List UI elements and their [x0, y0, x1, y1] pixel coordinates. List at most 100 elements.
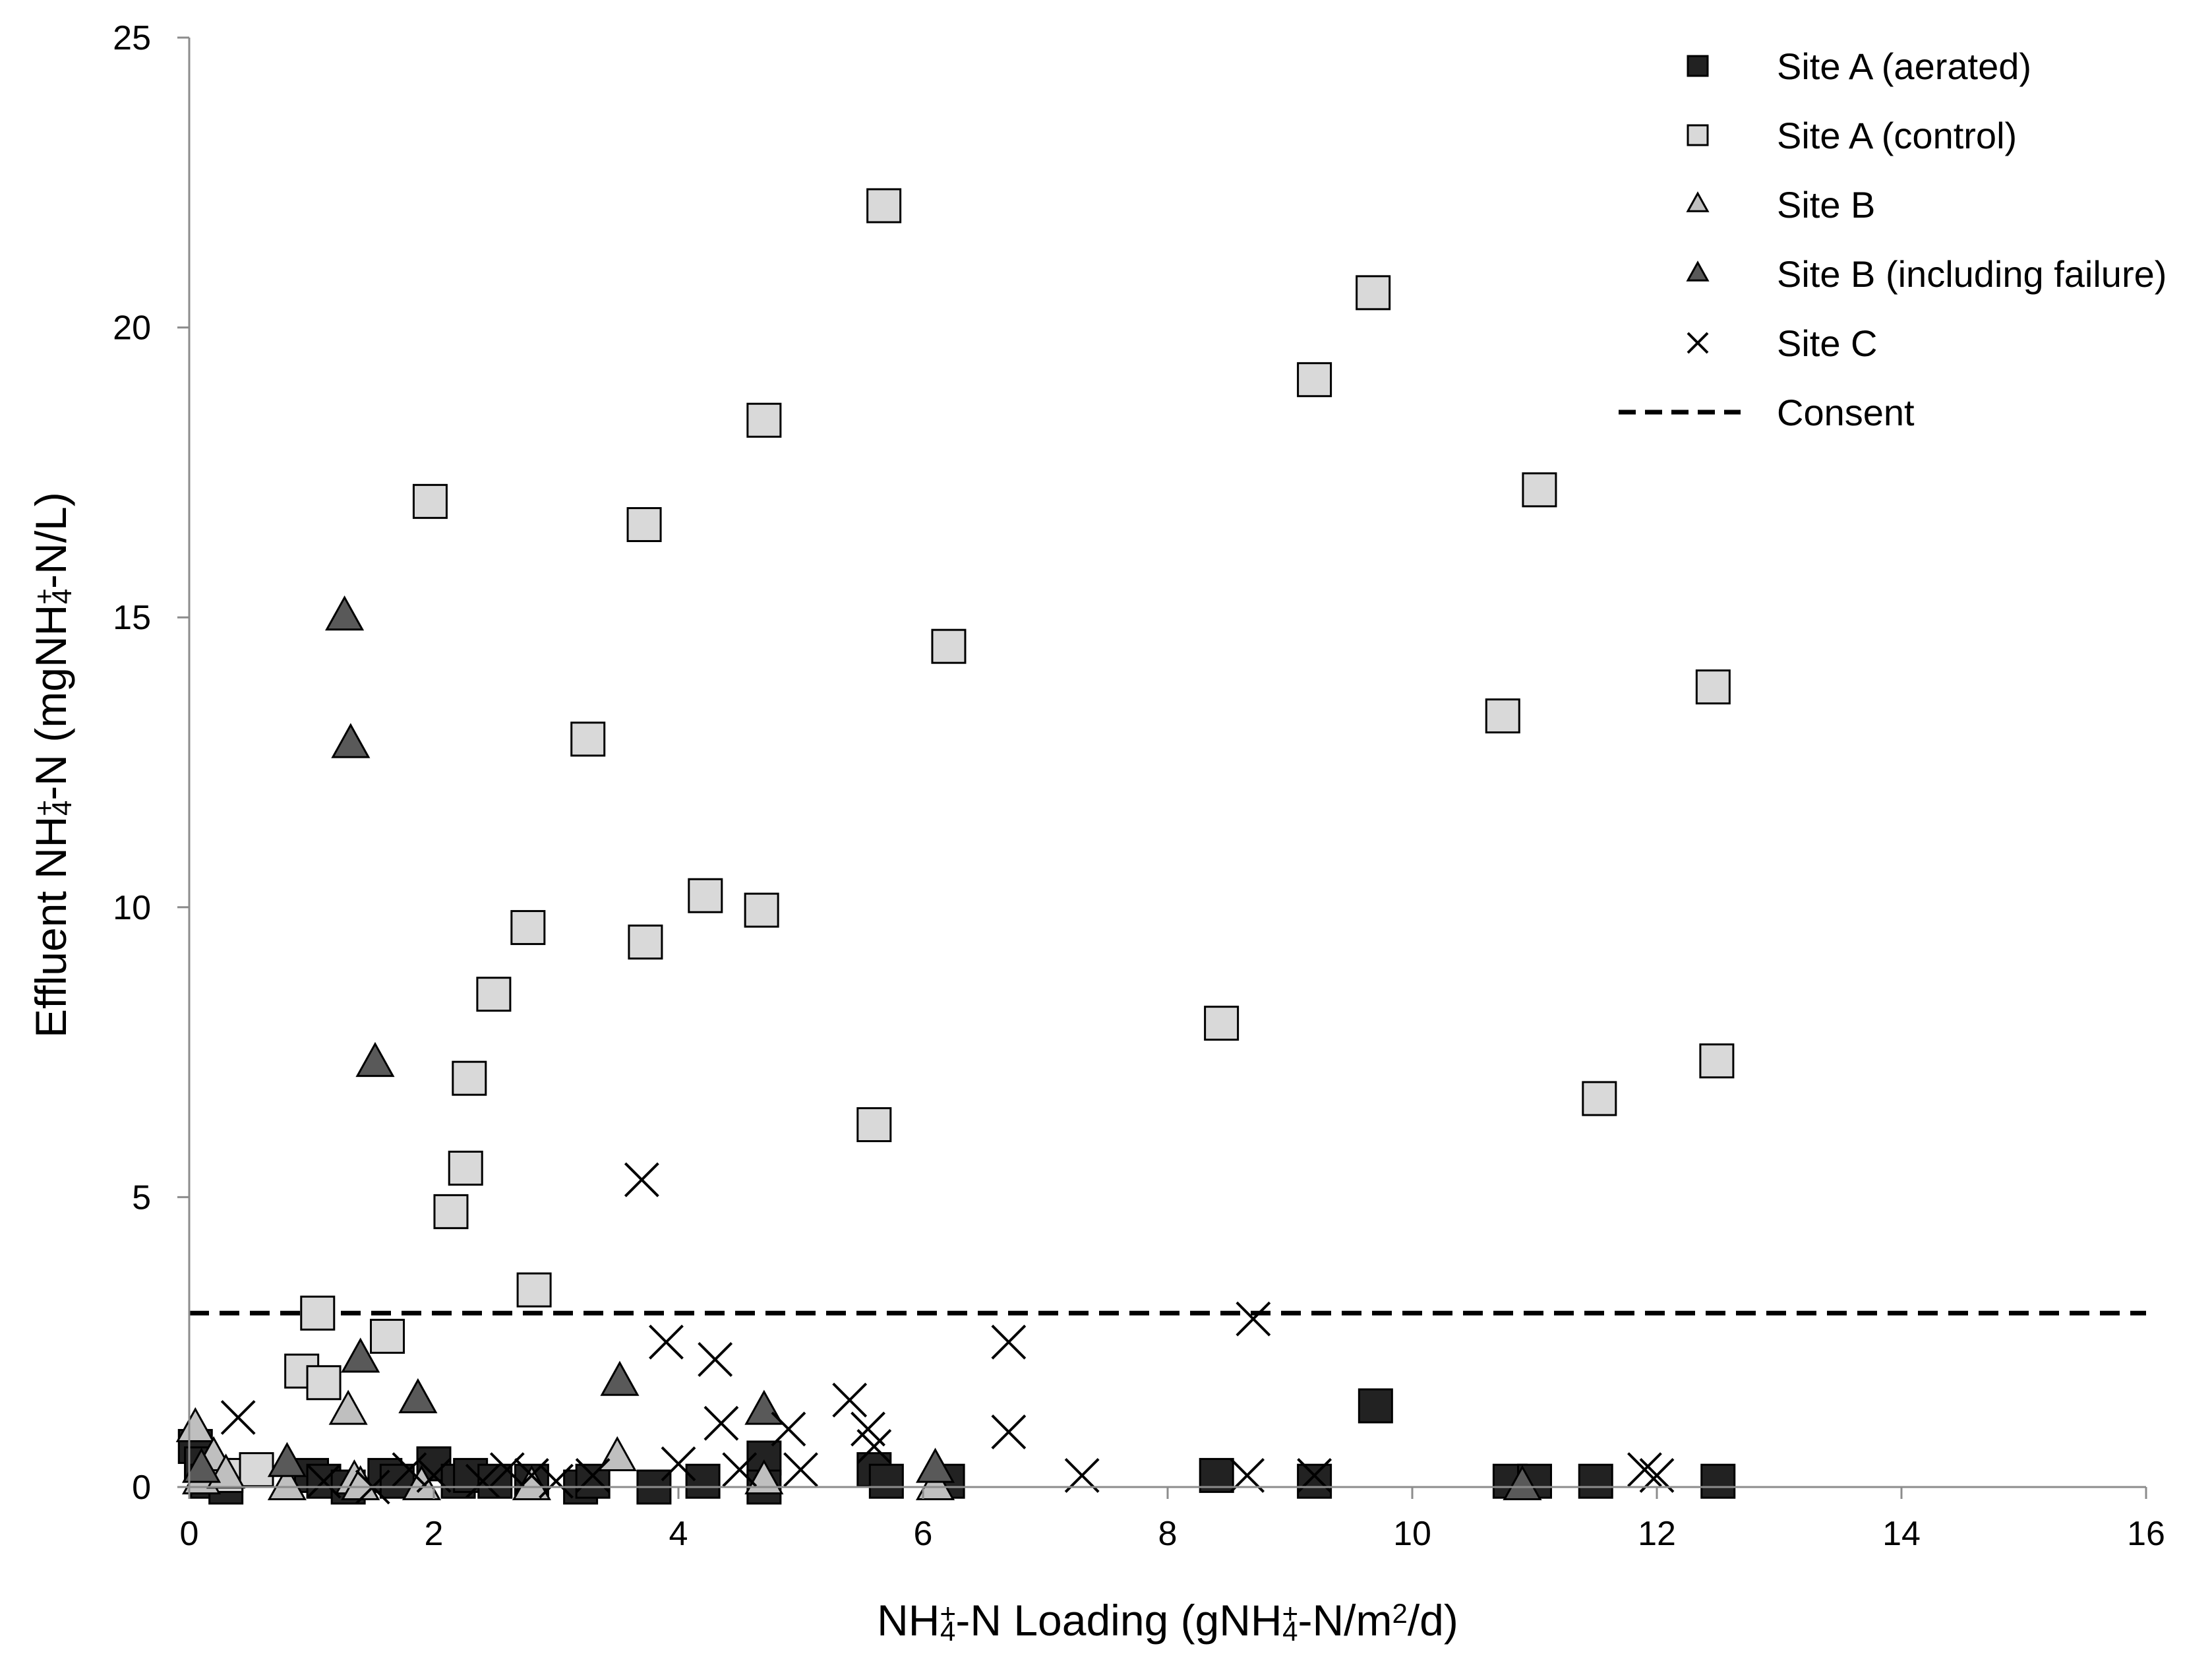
x-tick-label: 0: [180, 1515, 199, 1553]
data-points-layer: [175, 188, 1736, 1505]
y-axis-title: Effluent NH+4-N (mgNH+4-N/L): [26, 492, 77, 1038]
data-point: [510, 910, 546, 946]
x-axis-title-sup: +: [940, 1598, 956, 1629]
x-axis-title-sup: 2: [1392, 1598, 1407, 1629]
data-point: [868, 1463, 904, 1499]
legend-marker: [1686, 260, 1710, 282]
data-point: [1582, 1081, 1617, 1116]
data-point: [1503, 1465, 1542, 1500]
x-axis-title-part: NH: [877, 1596, 940, 1645]
data-point: [744, 1389, 784, 1425]
data-point: [1297, 362, 1332, 398]
y-tick-label: 10: [113, 889, 151, 927]
data-point: [370, 1318, 405, 1354]
legend-label: Site C: [1777, 322, 1878, 364]
data-point: [1485, 698, 1520, 734]
data-point: [703, 1405, 739, 1441]
data-point: [465, 1463, 500, 1499]
x-axis-title-part: -N Loading (gNH: [955, 1596, 1282, 1645]
data-point: [433, 1194, 469, 1229]
data-point: [832, 1382, 868, 1418]
legend-label: Consent: [1777, 392, 1915, 433]
data-point: [991, 1414, 1027, 1449]
y-axis-title-part: -N (mgNH: [26, 605, 75, 801]
y-tick-label: 0: [132, 1469, 151, 1507]
data-point: [452, 1060, 487, 1096]
data-point: [448, 1150, 483, 1186]
x-axis-title-sub: 4: [1282, 1616, 1298, 1647]
data-point: [649, 1324, 684, 1360]
series-3: [182, 595, 1542, 1500]
legend-label: Site B (including failure): [1777, 253, 2167, 295]
data-point: [916, 1447, 955, 1483]
data-point: [600, 1360, 640, 1396]
x-tick-label: 8: [1158, 1515, 1178, 1553]
data-point: [1627, 1452, 1662, 1488]
data-point: [267, 1442, 307, 1477]
data-point: [239, 1452, 274, 1488]
data-point: [1356, 275, 1391, 311]
y-tick-label: 25: [113, 19, 151, 57]
data-point: [328, 1389, 368, 1425]
x-tick-label: 16: [2127, 1515, 2165, 1553]
data-point: [539, 1463, 574, 1499]
legend-marker: [1687, 332, 1709, 354]
data-point: [628, 925, 663, 960]
data-point: [182, 1447, 222, 1483]
x-axis-title-part: /d): [1408, 1596, 1458, 1645]
data-point: [1522, 472, 1557, 508]
x-axis-title-sup: +: [1282, 1598, 1299, 1629]
legend-label: Site A (aerated): [1777, 46, 2031, 87]
y-axis-title-part: Effluent NH: [26, 816, 75, 1038]
data-point: [916, 1465, 955, 1500]
y-axis-title-sup: +: [28, 588, 59, 605]
data-point: [1695, 669, 1731, 705]
data-point: [476, 977, 512, 1012]
data-point: [931, 628, 967, 664]
y-axis-title-sub: 4: [46, 589, 77, 604]
legend-marker: [1687, 55, 1709, 77]
legend-label: Site A (control): [1777, 115, 2017, 156]
data-point: [597, 1436, 637, 1472]
data-point: [783, 1452, 818, 1488]
data-point: [722, 1452, 758, 1488]
data-point: [325, 595, 365, 631]
data-point: [331, 723, 371, 758]
data-point: [489, 1452, 525, 1488]
legend-marker: [1687, 124, 1709, 146]
data-point: [570, 721, 606, 757]
data-point: [355, 1041, 395, 1078]
data-point: [698, 1342, 733, 1377]
legend-marker: [1686, 191, 1710, 212]
data-point: [688, 878, 723, 913]
x-axis-title-part: -N/m: [1298, 1596, 1392, 1645]
x-tick-label: 10: [1393, 1515, 1431, 1553]
data-point: [744, 892, 779, 928]
tick-layer: 0 2 4 6 8 10 12 14 16 0 5 10 15 20 25: [113, 19, 2165, 1553]
x-tick-label: 2: [425, 1515, 444, 1553]
data-point: [412, 483, 448, 519]
data-point: [392, 1452, 427, 1488]
x-tick-label: 14: [1882, 1515, 1921, 1553]
data-point: [771, 1411, 806, 1447]
y-tick-label: 15: [113, 599, 151, 637]
y-axis-title-part: -N/L): [26, 492, 75, 589]
legend: Site A (aerated) Site A (control) Site B Si…: [1619, 46, 2167, 433]
data-point: [516, 1272, 552, 1308]
data-point: [856, 1107, 892, 1142]
data-point: [267, 1465, 307, 1500]
data-point: [1204, 1006, 1240, 1041]
x-tick-label: 12: [1638, 1515, 1676, 1553]
data-point: [626, 507, 662, 543]
data-point: [175, 1407, 215, 1443]
data-point: [856, 1429, 892, 1464]
data-point: [300, 1295, 336, 1331]
data-point: [746, 402, 782, 438]
data-point: [661, 1446, 696, 1482]
series-1: [208, 188, 1735, 1493]
data-point: [1358, 1388, 1393, 1424]
data-point: [341, 1337, 380, 1373]
legend-label: Site B: [1777, 184, 1875, 226]
data-point: [306, 1365, 342, 1401]
x-axis-title-sub: 4: [940, 1616, 955, 1647]
